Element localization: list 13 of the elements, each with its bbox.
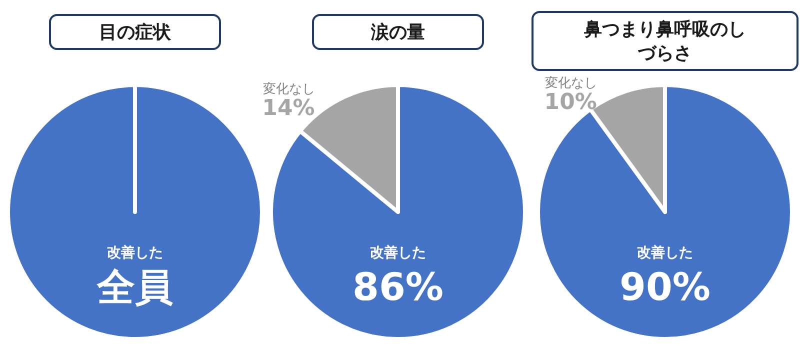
slice-label: 改善した	[107, 244, 163, 261]
chart-title: 目の症状	[99, 22, 172, 43]
slice-label: 改善した	[370, 244, 426, 261]
data-label: 90%	[620, 265, 710, 309]
data-label: 86%	[352, 265, 444, 309]
slice-label: 変化なし	[262, 80, 315, 97]
chart-title: 涙の量	[370, 22, 425, 43]
slice-label: 変化なし	[544, 74, 597, 91]
data-label: 14%	[262, 96, 315, 121]
data-label: 全員	[96, 265, 173, 309]
chart-title: 鼻つまり鼻呼吸のしづらさ	[583, 19, 746, 64]
data-label: 10%	[544, 90, 597, 115]
slice-label: 改善した	[637, 244, 693, 261]
